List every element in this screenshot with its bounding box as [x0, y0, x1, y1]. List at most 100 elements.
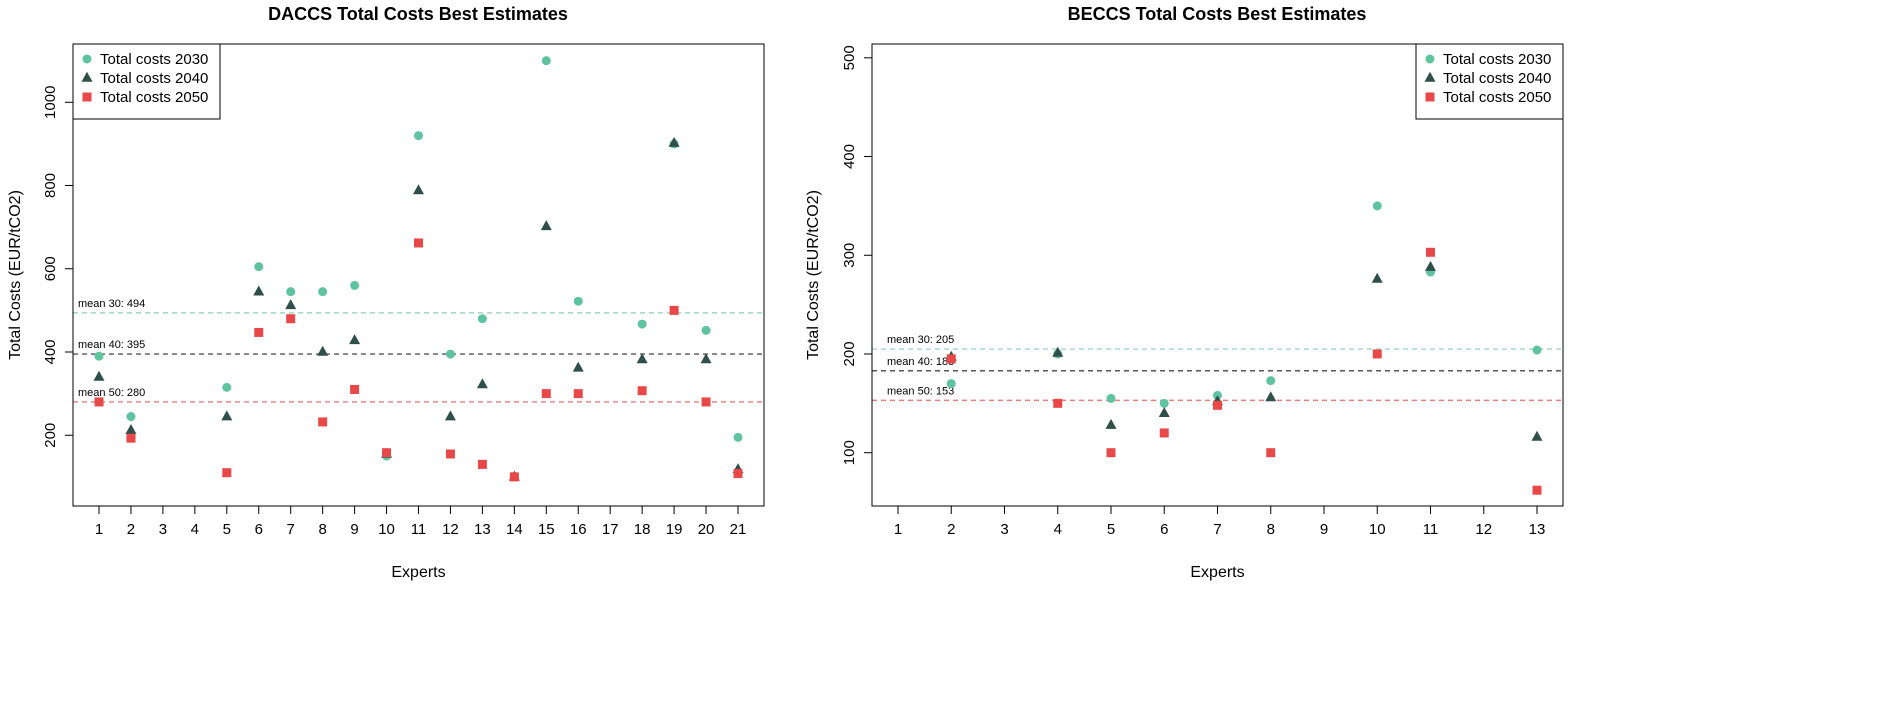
x-tick-label: 5	[223, 521, 231, 538]
x-tick-label: 2	[947, 521, 955, 538]
legend: Total costs 2030 Total costs 2040 Total co…	[72, 43, 221, 120]
y-tick-label: 400	[841, 144, 858, 169]
data-point-triangle	[317, 345, 329, 356]
data-point-circle	[1159, 398, 1169, 408]
data-point-square	[946, 354, 956, 364]
y-tick-label: 600	[42, 256, 59, 281]
data-point-square	[1053, 398, 1063, 408]
data-point-circle	[414, 131, 423, 141]
data-point-circle	[1106, 393, 1116, 403]
series-3	[94, 238, 743, 482]
data-point-triangle	[1265, 391, 1277, 402]
data-point-circle	[541, 56, 551, 66]
legend-marker-triangle	[81, 71, 93, 82]
x-tick-label: 20	[698, 521, 715, 538]
data-point-circle	[350, 280, 360, 290]
data-point-circle	[222, 382, 232, 392]
data-point-triangle	[700, 353, 712, 364]
data-point-circle	[1532, 345, 1542, 355]
data-point-triangle	[1531, 430, 1543, 441]
series-3	[946, 247, 1542, 495]
data-point-square	[1213, 400, 1222, 410]
data-point-square	[669, 305, 679, 315]
x-tick-label: 2	[127, 521, 135, 538]
x-tick-label: 7	[1213, 521, 1221, 538]
data-point-square	[318, 417, 328, 427]
data-point-square	[1426, 247, 1435, 257]
x-tick-label: 9	[350, 521, 358, 538]
x-tick-label: 4	[1054, 521, 1062, 538]
x-axis-label: Experts	[391, 564, 445, 581]
x-tick-label: 13	[1529, 521, 1546, 538]
data-point-triangle	[444, 410, 456, 421]
x-axis-label: Experts	[1190, 564, 1244, 581]
x-tick-label: 6	[255, 521, 263, 538]
series-1	[946, 201, 1542, 408]
data-point-triangle	[1425, 260, 1436, 271]
data-point-square	[509, 472, 519, 482]
data-point-triangle	[93, 370, 105, 381]
x-tick-label: 4	[191, 521, 199, 538]
data-point-square	[445, 449, 455, 459]
data-point-square	[1106, 448, 1116, 458]
data-point-square	[126, 433, 136, 443]
x-tick-label: 1	[95, 521, 103, 538]
legend-entry: Total costs 2050	[100, 89, 208, 106]
data-point-triangle	[636, 353, 648, 364]
data-point-square	[94, 397, 104, 407]
legend-marker-triangle	[1424, 71, 1436, 82]
data-point-triangle	[668, 136, 680, 147]
x-tick-label: 14	[506, 521, 523, 538]
data-point-circle	[1266, 376, 1276, 386]
mean-label-2: mean 40: 395	[78, 339, 145, 351]
data-point-circle	[254, 262, 264, 272]
legend-entry: Total costs 2040	[100, 70, 208, 87]
x-tick-label: 1	[894, 521, 902, 538]
chart-title: DACCS Total Costs Best Estimates	[268, 4, 568, 24]
chart-panel-2: BECCS Total Costs Best Estimates mean 30:…	[805, 4, 1564, 581]
y-tick-label: 1000	[42, 86, 59, 119]
mean-label-3: mean 50: 280	[78, 387, 145, 399]
data-point-square	[701, 397, 711, 407]
y-tick-label: 300	[841, 243, 858, 268]
series-2	[93, 136, 744, 481]
data-point-square	[541, 389, 551, 399]
data-point-triangle	[1052, 346, 1064, 357]
mean-label-2: mean 40: 183	[887, 356, 954, 368]
legend: Total costs 2030 Total costs 2040 Total co…	[1415, 43, 1564, 120]
series-1	[94, 56, 743, 482]
data-point-circle	[946, 379, 956, 389]
y-tick-label: 100	[841, 440, 858, 465]
chart-panel-1: DACCS Total Costs Best Estimates mean 30:…	[7, 4, 765, 581]
data-point-triangle	[349, 334, 361, 345]
y-tick-label: 200	[841, 341, 858, 366]
legend-marker-circle	[82, 54, 92, 64]
mean-label-1: mean 30: 494	[78, 298, 145, 310]
data-point-circle	[573, 296, 583, 306]
data-point-square	[1372, 349, 1382, 359]
x-tick-label: 6	[1160, 521, 1168, 538]
data-point-circle	[318, 287, 328, 297]
x-tick-label: 10	[1369, 521, 1386, 538]
chart-title: BECCS Total Costs Best Estimates	[1068, 4, 1367, 24]
data-point-square	[1266, 448, 1276, 458]
data-point-square	[414, 238, 423, 248]
data-point-triangle	[221, 410, 233, 421]
data-point-triangle	[540, 220, 552, 231]
x-tick-label: 7	[287, 521, 295, 538]
y-tick-label: 500	[841, 45, 858, 70]
data-point-triangle	[1371, 272, 1383, 283]
data-point-circle	[94, 351, 104, 361]
data-point-circle	[1372, 201, 1382, 211]
mean-label-3: mean 50: 153	[887, 385, 954, 397]
x-tick-label: 19	[666, 521, 683, 538]
data-point-triangle	[1158, 407, 1170, 418]
data-point-triangle	[253, 285, 265, 296]
x-tick-label: 3	[1000, 521, 1008, 538]
x-tick-label: 18	[634, 521, 651, 538]
data-point-triangle	[125, 424, 137, 435]
data-point-circle	[477, 314, 487, 324]
data-point-triangle	[1105, 418, 1117, 429]
data-point-square	[573, 389, 583, 399]
